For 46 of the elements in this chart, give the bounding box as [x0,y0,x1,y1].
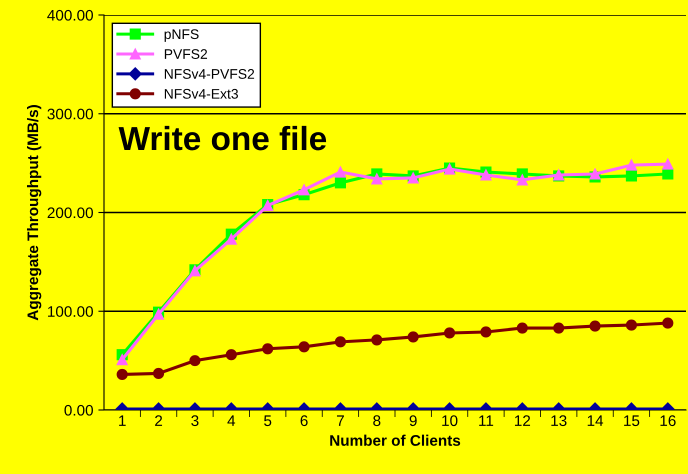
x-tick-label: 2 [155,415,162,426]
x-axis-title: Number of Clients [330,434,460,446]
legend-label: PVFS2 [164,49,208,59]
point [408,331,419,342]
x-tick-label: 10 [442,415,458,426]
y-tick-label: 100.00 [48,306,93,317]
point [371,334,382,346]
point [480,169,492,181]
y-tick-label: 200.00 [48,207,93,218]
y-axis-title: Aggregate Throughput (MB/s) [26,105,42,320]
x-tick-label: 6 [300,415,308,426]
x-tick-label: 13 [551,415,567,426]
legend-label: NFSv4-PVFS2 [164,69,254,79]
x-tick-label: 12 [514,415,530,426]
point [334,177,346,188]
point [516,322,528,334]
legend-label: pNFS [164,29,199,42]
point [226,234,237,245]
x-tick-label: 9 [410,415,417,426]
point [553,322,564,334]
x-tick-label: 1 [119,415,126,426]
point [298,184,310,196]
x-tick-label: 14 [588,415,604,426]
y-tick-label: 300.00 [47,108,93,120]
point [590,168,601,180]
point [662,168,674,180]
point [662,158,674,170]
point [480,326,492,338]
x-tick-label: 7 [336,415,344,426]
point [626,160,637,171]
x-tick-label: 15 [624,415,640,426]
x-tick-label: 11 [479,415,494,426]
text: Write one file [118,126,326,150]
legend-label: NFSv4-Ext3 [164,88,238,99]
y-tick-label: 400.00 [47,10,93,21]
point [334,166,346,178]
point [334,336,346,348]
x-tick-label: 3 [191,415,199,426]
point [371,173,382,184]
x-tick-label: 5 [264,415,272,426]
x-tick-label: 16 [660,415,676,426]
x-tick-label: 4 [227,415,236,426]
x-tick-label: 8 [373,415,380,426]
point [626,170,637,182]
point [516,174,528,186]
y-tick-label: 0.00 [64,404,93,416]
